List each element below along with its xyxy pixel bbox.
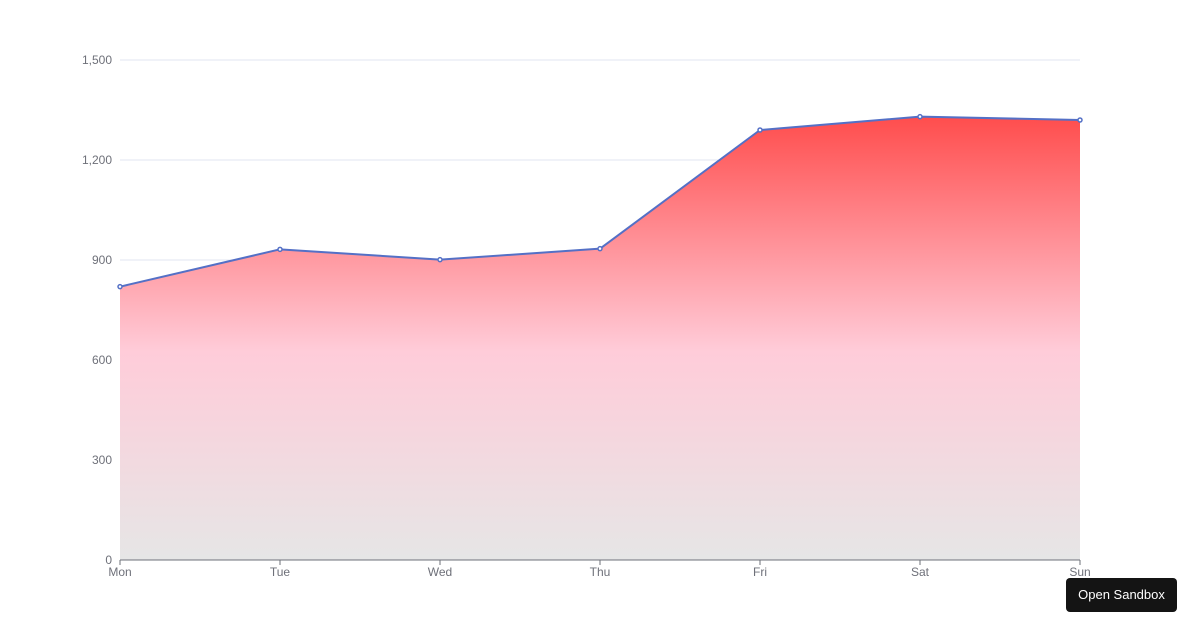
y-tick-label: 1,200 — [82, 153, 112, 167]
y-tick-label: 0 — [105, 553, 112, 567]
x-tick-label: Thu — [590, 565, 611, 579]
data-point — [917, 113, 923, 120]
y-tick-label: 600 — [92, 353, 112, 367]
x-tick-label: Sat — [911, 565, 930, 579]
x-tick-label: Sun — [1069, 565, 1090, 579]
axes — [119, 559, 1081, 565]
data-points — [117, 113, 1083, 290]
x-tick-label: Mon — [108, 565, 131, 579]
data-point — [757, 127, 763, 133]
data-point — [117, 283, 123, 290]
tick-labels: 0 300 600 900 1,200 1,500 Mon Tue Wed Thu Fri Sat Su… — [82, 53, 1091, 579]
data-point — [437, 256, 443, 263]
area-series — [119, 115, 1081, 561]
y-tick-label: 900 — [92, 253, 112, 267]
x-tick-label: Tue — [270, 565, 291, 579]
y-tick-label: 300 — [92, 453, 112, 467]
data-point — [277, 246, 283, 253]
data-point — [597, 245, 603, 252]
x-tick-label: Fri — [753, 565, 767, 579]
y-tick-label: 1,500 — [82, 53, 112, 67]
data-point — [1077, 117, 1083, 123]
area-fill — [120, 116, 1080, 561]
x-tick-label: Wed — [428, 565, 452, 579]
open-sandbox-button[interactable]: Open Sandbox — [1066, 578, 1177, 612]
